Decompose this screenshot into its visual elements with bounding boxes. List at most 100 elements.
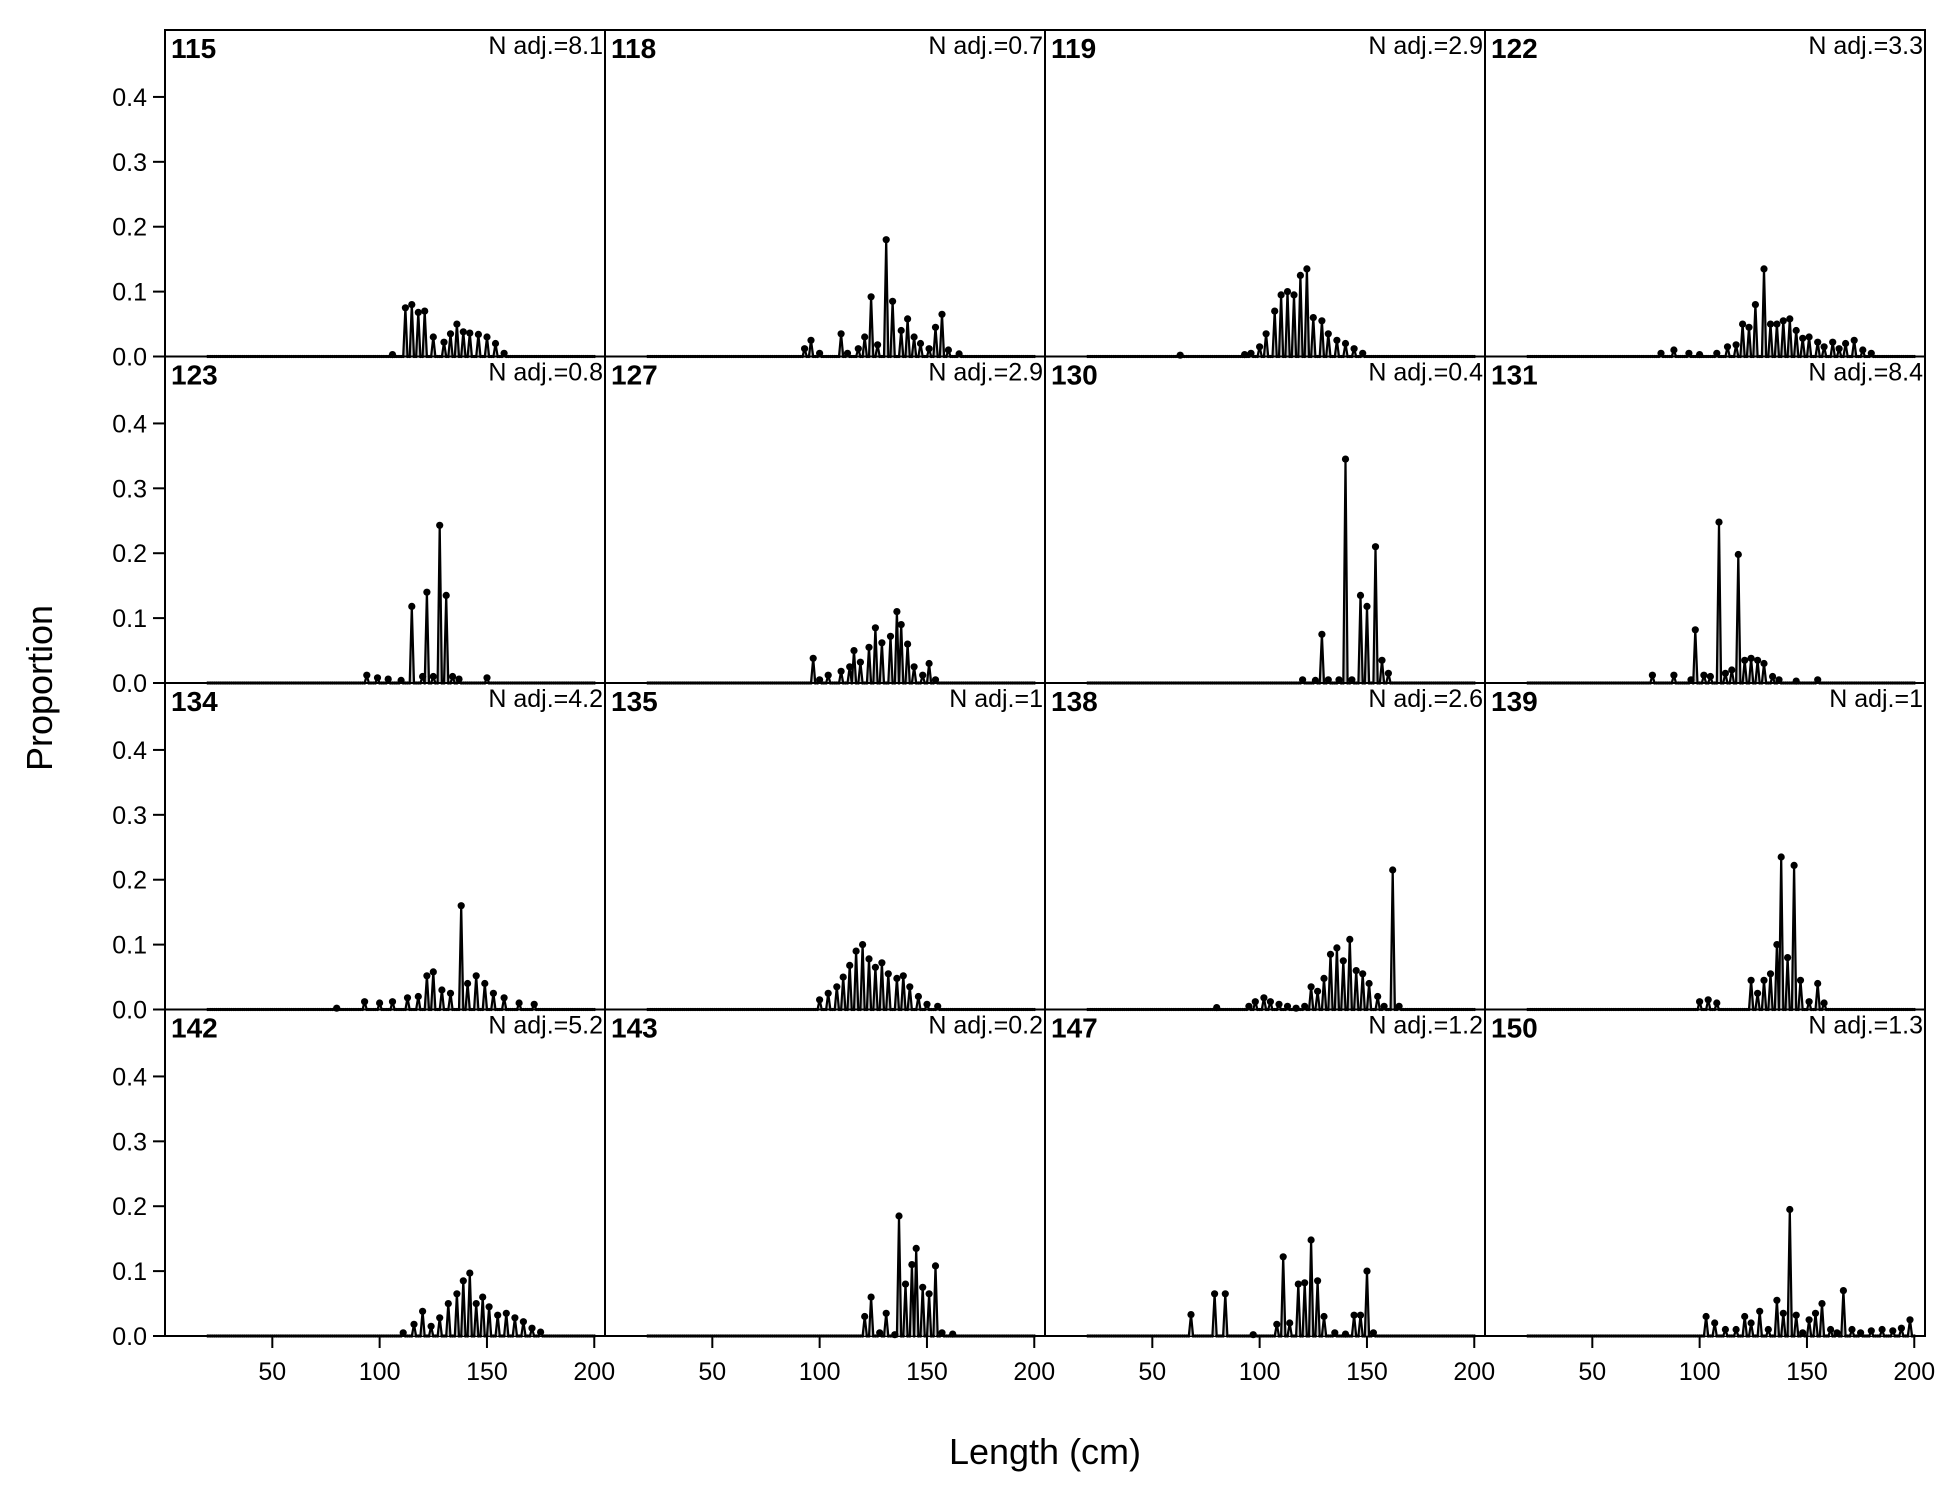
data-point bbox=[1215, 1334, 1219, 1338]
data-point bbox=[500, 994, 508, 1002]
data-point bbox=[408, 301, 416, 309]
data-point bbox=[266, 1334, 270, 1338]
area-fill bbox=[647, 1216, 1035, 1336]
data-point bbox=[1738, 1334, 1742, 1338]
data-point bbox=[1206, 1334, 1210, 1338]
data-point bbox=[485, 1303, 493, 1311]
data-point bbox=[747, 1334, 751, 1338]
data-point bbox=[1294, 1334, 1298, 1338]
data-points bbox=[206, 521, 596, 685]
data-point bbox=[1530, 1334, 1534, 1338]
data-point bbox=[1461, 1334, 1466, 1338]
data-point bbox=[341, 1334, 345, 1338]
data-point bbox=[1622, 1334, 1627, 1338]
data-point bbox=[1756, 1334, 1760, 1338]
data-point bbox=[1906, 1316, 1914, 1324]
data-point bbox=[1618, 1334, 1622, 1338]
data-point bbox=[1696, 998, 1704, 1006]
data-point bbox=[1356, 1311, 1365, 1319]
data-point bbox=[1221, 1290, 1229, 1298]
x-tick-label: 200 bbox=[1893, 1358, 1935, 1386]
data-point bbox=[1710, 1334, 1715, 1338]
n-adj-label: N adj.=0.4 bbox=[1368, 359, 1483, 387]
data-point bbox=[1792, 326, 1800, 335]
panel-142: 142 N adj.=5.2 0.0 0.1 0.2 0.3 0.4 50 100 150 200 bbox=[112, 1008, 615, 1386]
x-tick-label: 50 bbox=[258, 1358, 286, 1386]
data-point bbox=[858, 1334, 863, 1338]
y-tick-label: 0.2 bbox=[112, 1193, 147, 1221]
data-point bbox=[436, 1334, 440, 1338]
data-point bbox=[419, 672, 427, 681]
panel-frame bbox=[1044, 1008, 1486, 1337]
data-point bbox=[1313, 1334, 1317, 1338]
data-point bbox=[330, 1334, 334, 1338]
data-point bbox=[824, 989, 832, 997]
data-point bbox=[373, 674, 382, 682]
data-point bbox=[1341, 455, 1350, 463]
data-point bbox=[483, 674, 491, 682]
data-point bbox=[1384, 669, 1392, 677]
data-point bbox=[1470, 1334, 1474, 1338]
data-point bbox=[946, 1334, 951, 1338]
panel-frame bbox=[1044, 355, 1486, 684]
data-point bbox=[1762, 1334, 1766, 1338]
data-point bbox=[1773, 1334, 1777, 1338]
data-point bbox=[1670, 671, 1678, 679]
n-adj-label: N adj.=1.2 bbox=[1368, 1012, 1483, 1040]
data-point bbox=[1296, 271, 1304, 279]
data-point bbox=[350, 1334, 354, 1338]
data-point bbox=[1741, 1312, 1749, 1321]
data-point bbox=[882, 1334, 886, 1338]
series-line bbox=[207, 303, 595, 358]
panel-title: 123 bbox=[171, 360, 218, 391]
n-adj-label: N adj.=3.3 bbox=[1808, 32, 1923, 60]
panel-130: 130 N adj.=0.4 bbox=[1044, 355, 1486, 685]
data-point bbox=[1721, 1334, 1725, 1338]
data-point bbox=[1030, 1334, 1034, 1338]
data-point bbox=[1820, 999, 1828, 1007]
data-points bbox=[646, 1212, 1036, 1339]
data-point bbox=[1425, 1334, 1429, 1338]
data-point bbox=[775, 1334, 779, 1338]
data-point bbox=[1805, 998, 1813, 1006]
data-point bbox=[1086, 1334, 1090, 1338]
data-point bbox=[1790, 1334, 1794, 1338]
data-point bbox=[1586, 1334, 1590, 1338]
data-point bbox=[483, 1334, 487, 1338]
data-point bbox=[1779, 1309, 1787, 1317]
data-point bbox=[1689, 1334, 1693, 1338]
panel-143: 143 N adj.=0.2 50 100 150 200 bbox=[604, 1008, 1055, 1386]
panel-title: 134 bbox=[171, 686, 218, 717]
data-point bbox=[816, 996, 824, 1004]
data-point bbox=[1324, 330, 1332, 338]
data-point bbox=[1309, 314, 1317, 322]
data-point bbox=[590, 1334, 594, 1338]
data-point bbox=[1732, 1325, 1740, 1334]
data-point bbox=[1811, 1334, 1815, 1338]
data-point bbox=[1826, 1334, 1830, 1338]
data-point bbox=[665, 1334, 669, 1338]
data-point bbox=[753, 1334, 757, 1338]
data-point bbox=[919, 671, 927, 679]
data-point bbox=[908, 1261, 916, 1269]
y-tick-label: 0.3 bbox=[112, 149, 147, 177]
data-point bbox=[1333, 336, 1341, 344]
x-tick-label: 150 bbox=[906, 1358, 948, 1386]
data-point bbox=[923, 1000, 931, 1008]
data-point bbox=[706, 1334, 710, 1338]
data-point bbox=[453, 320, 461, 328]
y-tick-label: 0.2 bbox=[112, 214, 147, 242]
data-point bbox=[1090, 1334, 1094, 1338]
data-point bbox=[1837, 1334, 1841, 1338]
panel-frame bbox=[1484, 29, 1926, 358]
data-point bbox=[1706, 672, 1714, 681]
data-point bbox=[1753, 1334, 1757, 1338]
panel-frame bbox=[1484, 355, 1926, 684]
data-point bbox=[466, 1334, 470, 1338]
data-point bbox=[1354, 1334, 1358, 1338]
data-point bbox=[919, 1283, 927, 1291]
data-point bbox=[884, 970, 892, 978]
panel-122: 122 N adj.=3.3 bbox=[1484, 29, 1926, 359]
data-point bbox=[307, 1334, 311, 1338]
data-point bbox=[442, 1334, 446, 1338]
